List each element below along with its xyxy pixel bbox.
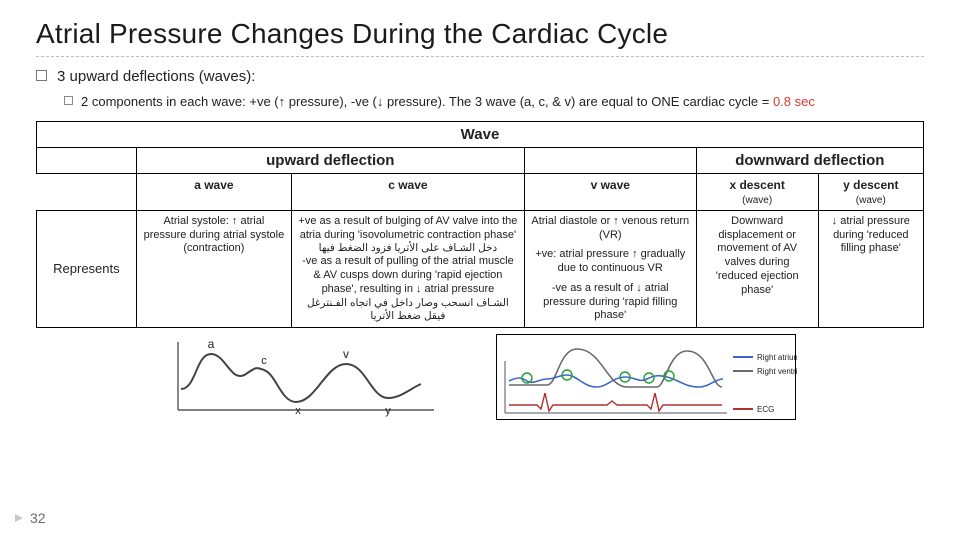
- cell-c-p2: -ve as a result of pulling of the atrial…: [298, 255, 518, 296]
- col-x-header: x descent (wave): [696, 173, 818, 210]
- cell-c-p1: +ve as a result of bulging of AV valve i…: [298, 215, 518, 243]
- cell-c-ar2: الشـاف انسحب وصار داخل في اتجاه الفـنترغ…: [298, 297, 518, 323]
- cell-v-p2: +ve: atrial pressure ↑ gradually due to …: [531, 248, 690, 276]
- wave-header: Wave: [37, 121, 924, 147]
- cell-c-ar1: دخل الشـاف على الأتريا فزود الضغط فيها: [298, 242, 518, 255]
- col-x-label: x descent: [729, 178, 784, 192]
- bullet-1-text: 3 upward deflections (waves):: [57, 67, 255, 87]
- downward-header: downward deflection: [696, 147, 923, 173]
- cell-v: Atrial diastole or ↑ venous return (VR) …: [524, 210, 696, 327]
- page-marker-icon: [14, 513, 24, 523]
- legend-ecg: ECG: [757, 405, 774, 414]
- bullet-box-icon: [36, 70, 47, 81]
- col-c-header: c wave: [292, 173, 525, 210]
- cell-v-p1: Atrial diastole or ↑ venous return (VR): [531, 215, 690, 243]
- legend-atrium: Right atrium: [757, 353, 797, 362]
- row-represents-label: Represents: [37, 210, 137, 327]
- svg-text:a: a: [208, 337, 215, 351]
- cell-x: Downward displacement or movement of AV …: [696, 210, 818, 327]
- col-y-header: y descent (wave): [818, 173, 923, 210]
- col-x-sub: (wave): [742, 195, 772, 206]
- bullet-level-1: 3 upward deflections (waves):: [36, 67, 924, 87]
- col-a-header: a wave: [136, 173, 291, 210]
- col-y-label: y descent: [843, 178, 898, 192]
- cell-c: +ve as a result of bulging of AV valve i…: [292, 210, 525, 327]
- svg-text:y: y: [385, 405, 391, 417]
- page-number: 32: [14, 510, 46, 526]
- left-diagram: a c v x y: [156, 334, 456, 420]
- title-divider: [36, 56, 924, 57]
- cell-y: ↓ atrial pressure during 'reduced fillin…: [818, 210, 923, 327]
- col-y-sub: (wave): [856, 195, 886, 206]
- svg-text:v: v: [343, 347, 349, 361]
- page-number-text: 32: [30, 510, 46, 526]
- svg-text:c: c: [261, 355, 267, 367]
- bullet-level-2: 2 components in each wave: +ve (↑ pressu…: [64, 93, 924, 111]
- wave-table: Wave upward deflection downward deflecti…: [36, 121, 924, 328]
- cell-a: Atrial systole: ↑ atrial pressure during…: [136, 210, 291, 327]
- right-diagram: Right atrium Right ventricle ECG: [496, 334, 796, 420]
- slide-title: Atrial Pressure Changes During the Cardi…: [36, 18, 924, 50]
- bullet-2-text: 2 components in each wave: +ve (↑ pressu…: [81, 93, 815, 111]
- legend-vent: Right ventricle: [757, 367, 797, 376]
- svg-text:x: x: [295, 405, 301, 417]
- bullet-2-pre: 2 components in each wave: +ve (↑ pressu…: [81, 94, 773, 109]
- upward-header: upward deflection: [136, 147, 524, 173]
- cell-v-p3: -ve as a result of ↓ atrial pressure dur…: [531, 282, 690, 323]
- bullet-2-accent: 0.8 sec: [773, 94, 815, 109]
- diagram-row: a c v x y: [36, 334, 924, 420]
- bullet-box-icon: [64, 96, 73, 105]
- bullet-list: 3 upward deflections (waves): 2 componen…: [36, 67, 924, 111]
- col-v-header: v wave: [524, 173, 696, 210]
